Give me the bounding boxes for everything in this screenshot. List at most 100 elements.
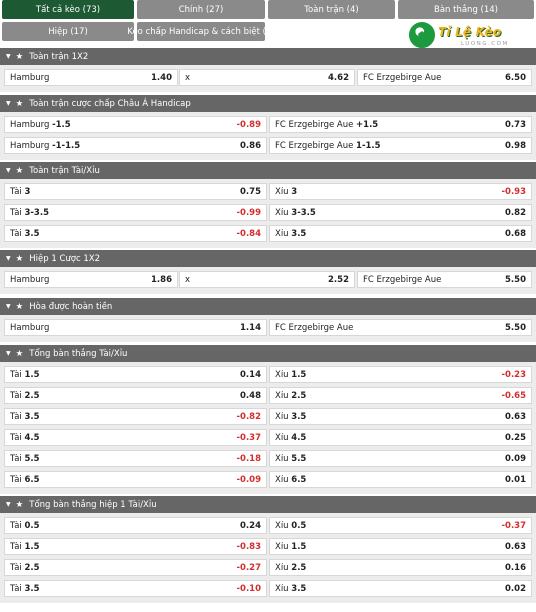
tab-half[interactable]: Hiệp (17) [2, 22, 134, 41]
section-title: Tổng bàn thắng hiệp 1 Tài/Xỉu [29, 499, 157, 510]
selection-name: Tài [10, 432, 22, 443]
star-icon[interactable]: ★ [15, 301, 24, 312]
section-header[interactable]: ▼ ★ Tổng bàn thắng Tài/Xỉu [0, 345, 536, 362]
star-icon[interactable]: ★ [15, 165, 24, 176]
odds-cell[interactable]: Xỉu 5.5 0.09 [269, 450, 532, 467]
odds-cell[interactable]: Tài 5.5 -0.18 [4, 450, 267, 467]
selection-label: Xỉu 3 [275, 187, 502, 197]
tab-main[interactable]: Chính (27) [137, 0, 265, 19]
selection-name: x [185, 274, 191, 285]
odds-cell[interactable]: Xỉu 1.5 0.63 [269, 538, 532, 555]
chevron-down-icon[interactable]: ▼ [6, 53, 11, 60]
tab-handicap[interactable]: Kèo chấp Handicap & cách biệt (2) [127, 22, 275, 41]
odds-cell[interactable]: Xỉu 6.5 0.01 [269, 471, 532, 488]
odds-value: -0.82 [236, 411, 262, 422]
star-icon[interactable]: ★ [15, 348, 24, 359]
odds-cell[interactable]: x 2.52 [179, 271, 355, 288]
selection-label: Tài 6.5 [10, 475, 237, 485]
selection-label: Tài 2.5 [10, 391, 240, 401]
odds-cell[interactable]: Tài 3.5 -0.84 [4, 225, 267, 242]
selection-label: FC Erzgebirge Aue [275, 323, 505, 333]
selection-name: Tài [10, 207, 22, 218]
selection-name: FC Erzgebirge Aue [363, 72, 442, 83]
star-icon[interactable]: ★ [15, 51, 24, 62]
odds-cell[interactable]: Xỉu 2.5 0.16 [269, 559, 532, 576]
odds-cell[interactable]: Tài 3.5 -0.10 [4, 580, 267, 597]
odds-cell[interactable]: Xỉu 3.5 0.02 [269, 580, 532, 597]
selection-line: 3 [291, 186, 298, 197]
selection-name: Xỉu [275, 453, 289, 464]
star-icon[interactable]: ★ [15, 499, 24, 510]
tab-all-markets[interactable]: Tất cả kèo (73) [2, 0, 134, 19]
odds-cell[interactable]: Xỉu 2.5 -0.65 [269, 387, 532, 404]
section-header[interactable]: ▼ ★ Toàn trận Tài/Xỉu [0, 162, 536, 179]
odds-cell[interactable]: Hamburg -1-1.5 0.86 [4, 137, 267, 154]
selection-name: Xỉu [275, 390, 289, 401]
odds-cell[interactable]: FC Erzgebirge Aue 5.50 [269, 319, 532, 336]
odds-value: -0.89 [236, 119, 262, 130]
odds-cell[interactable]: Tài 0.5 0.24 [4, 517, 267, 534]
odds-value: -0.10 [236, 583, 262, 594]
selection-line: 1.5 [291, 541, 307, 552]
odds-cell[interactable]: FC Erzgebirge Aue 1-1.5 0.98 [269, 137, 532, 154]
selection-name: Xỉu [275, 562, 289, 573]
odds-cell[interactable]: Xỉu 3.5 0.68 [269, 225, 532, 242]
odds-cell[interactable]: Tài 1.5 -0.83 [4, 538, 267, 555]
selection-name: Hamburg [10, 140, 50, 151]
odds-cell[interactable]: Hamburg 1.86 [4, 271, 178, 288]
chevron-down-icon[interactable]: ▼ [6, 255, 11, 262]
chevron-down-icon[interactable]: ▼ [6, 501, 11, 508]
chevron-down-icon[interactable]: ▼ [6, 100, 11, 107]
section-header[interactable]: ▼ ★ Tổng bàn thắng hiệp 1 Tài/Xỉu [0, 496, 536, 513]
chevron-down-icon[interactable]: ▼ [6, 350, 11, 357]
selection-name: Tài [10, 474, 22, 485]
odds-cell[interactable]: Tài 2.5 0.48 [4, 387, 267, 404]
odds-value: -0.18 [236, 453, 262, 464]
odds-cell[interactable]: Xỉu 3-3.5 0.82 [269, 204, 532, 221]
selection-name: Tài [10, 390, 22, 401]
odds-cell[interactable]: FC Erzgebirge Aue +1.5 0.73 [269, 116, 532, 133]
tab-full-match[interactable]: Toàn trận (4) [268, 0, 395, 19]
odds-cell[interactable]: Tài 2.5 -0.27 [4, 559, 267, 576]
odds-cell[interactable]: Tài 3 0.75 [4, 183, 267, 200]
odds-value: 4.62 [328, 72, 349, 83]
odds-cell[interactable]: Tài 3-3.5 -0.99 [4, 204, 267, 221]
odds-cell[interactable]: Xỉu 3.5 0.63 [269, 408, 532, 425]
star-icon[interactable]: ★ [15, 98, 24, 109]
selection-label: Tài 5.5 [10, 454, 237, 464]
selection-name: Tài [10, 186, 22, 197]
section-header[interactable]: ▼ ★ Toàn trận cược chấp Châu Á Handicap [0, 95, 536, 112]
section-header[interactable]: ▼ ★ Toàn trận 1X2 [0, 48, 536, 65]
odds-cell[interactable]: Tài 6.5 -0.09 [4, 471, 267, 488]
section-header[interactable]: ▼ ★ Hiệp 1 Cược 1X2 [0, 250, 536, 267]
selection-label: Tài 3-3.5 [10, 208, 237, 218]
odds-value: 1.14 [240, 322, 261, 333]
chevron-down-icon[interactable]: ▼ [6, 167, 11, 174]
selection-name: Xỉu [275, 432, 289, 443]
odds-cell[interactable]: Tài 4.5 -0.37 [4, 429, 267, 446]
odds-cell[interactable]: Xỉu 3 -0.93 [269, 183, 532, 200]
selection-name: FC Erzgebirge Aue [275, 322, 354, 333]
odds-value: 6.50 [505, 72, 526, 83]
odds-cell[interactable]: Xỉu 0.5 -0.37 [269, 517, 532, 534]
odds-cell[interactable]: Xỉu 1.5 -0.23 [269, 366, 532, 383]
odds-cell[interactable]: Tài 3.5 -0.82 [4, 408, 267, 425]
site-logo: Tỉ Lệ Kèo LUONG.COM [409, 22, 521, 50]
odds-cell[interactable]: FC Erzgebirge Aue 5.50 [357, 271, 532, 288]
odds-cell[interactable]: Hamburg 1.14 [4, 319, 267, 336]
section-header[interactable]: ▼ ★ Hòa được hoàn tiền [0, 298, 536, 315]
odds-cell[interactable]: Tài 1.5 0.14 [4, 366, 267, 383]
odds-cell[interactable]: Hamburg -1.5 -0.89 [4, 116, 267, 133]
selection-label: Xỉu 1.5 [275, 542, 505, 552]
odds-cell[interactable]: x 4.62 [179, 69, 355, 86]
chevron-down-icon[interactable]: ▼ [6, 303, 11, 310]
odds-cell[interactable]: Xỉu 4.5 0.25 [269, 429, 532, 446]
selection-label: x [185, 275, 328, 285]
tab-goals[interactable]: Bàn thắng (14) [398, 0, 534, 19]
selection-label: Xỉu 3.5 [275, 229, 505, 239]
selection-label: Tài 4.5 [10, 433, 237, 443]
star-icon[interactable]: ★ [15, 253, 24, 264]
odds-cell[interactable]: FC Erzgebirge Aue 6.50 [357, 69, 532, 86]
selection-name: Xỉu [275, 411, 289, 422]
odds-cell[interactable]: Hamburg 1.40 [4, 69, 178, 86]
